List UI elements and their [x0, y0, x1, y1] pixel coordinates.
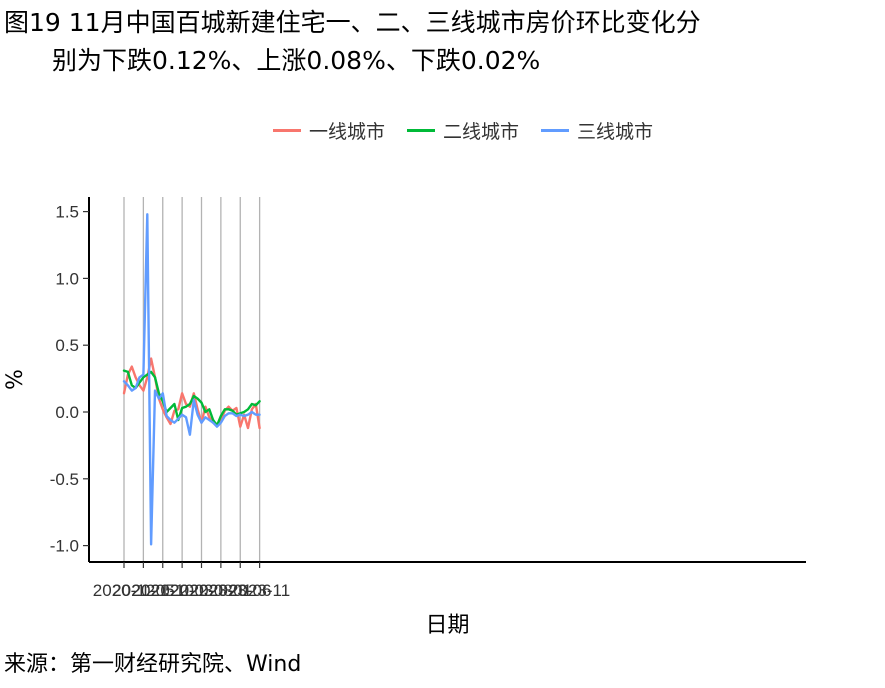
- x-tick-label: 2021-05: [112, 581, 174, 600]
- x-tick-label: 2023-01: [190, 581, 252, 600]
- y-tick-label: 1.0: [55, 269, 79, 288]
- legend-key-tier3: [541, 129, 570, 132]
- y-tick-label: 0.0: [55, 403, 79, 422]
- chart-title-line2: 别为下跌0.12%、上涨0.08%、下跌0.02%: [52, 46, 541, 75]
- x-tick-label: 2022-08: [170, 581, 232, 600]
- y-tick-label: 0.5: [55, 336, 79, 355]
- legend-item-tier2: 二线城市: [407, 117, 519, 144]
- x-tick-label: 2021-10: [132, 581, 194, 600]
- legend-key-tier2: [407, 129, 436, 132]
- legend-item-tier3: 三线城市: [541, 117, 653, 144]
- legend: 一线城市 二线城市 三线城市: [273, 117, 675, 144]
- x-tick-label: 2023-11: [229, 581, 290, 600]
- legend-item-tier1: 一线城市: [273, 117, 385, 144]
- legend-label-tier2: 二线城市: [443, 121, 520, 143]
- x-tick-label: 2023-06: [209, 581, 271, 600]
- legend-label-tier3: 三线城市: [577, 121, 654, 143]
- x-tick-label: 2020-12: [93, 581, 155, 600]
- y-tick-label: -1.0: [50, 537, 79, 556]
- source-note: 来源：第一财经研究院、Wind: [4, 652, 302, 677]
- x-axis-title: 日期: [425, 613, 469, 638]
- legend-label-tier1: 一线城市: [309, 121, 386, 143]
- chart-title: 图19 11月中国百城新建住宅一、二、三线城市房价环比变化分 别为下跌0.12%…: [4, 4, 874, 80]
- legend-key-tier1: [273, 129, 301, 132]
- y-tick-label: 1.5: [55, 203, 79, 222]
- y-tick-label: -0.5: [50, 470, 79, 489]
- y-axis-title: %: [3, 369, 28, 390]
- series-line-3: [122, 213, 261, 546]
- chart-title-line1: 图19 11月中国百城新建住宅一、二、三线城市房价环比变化分: [4, 8, 701, 37]
- series-line-2: [122, 369, 261, 427]
- x-tick-label: 2022-03: [151, 581, 213, 600]
